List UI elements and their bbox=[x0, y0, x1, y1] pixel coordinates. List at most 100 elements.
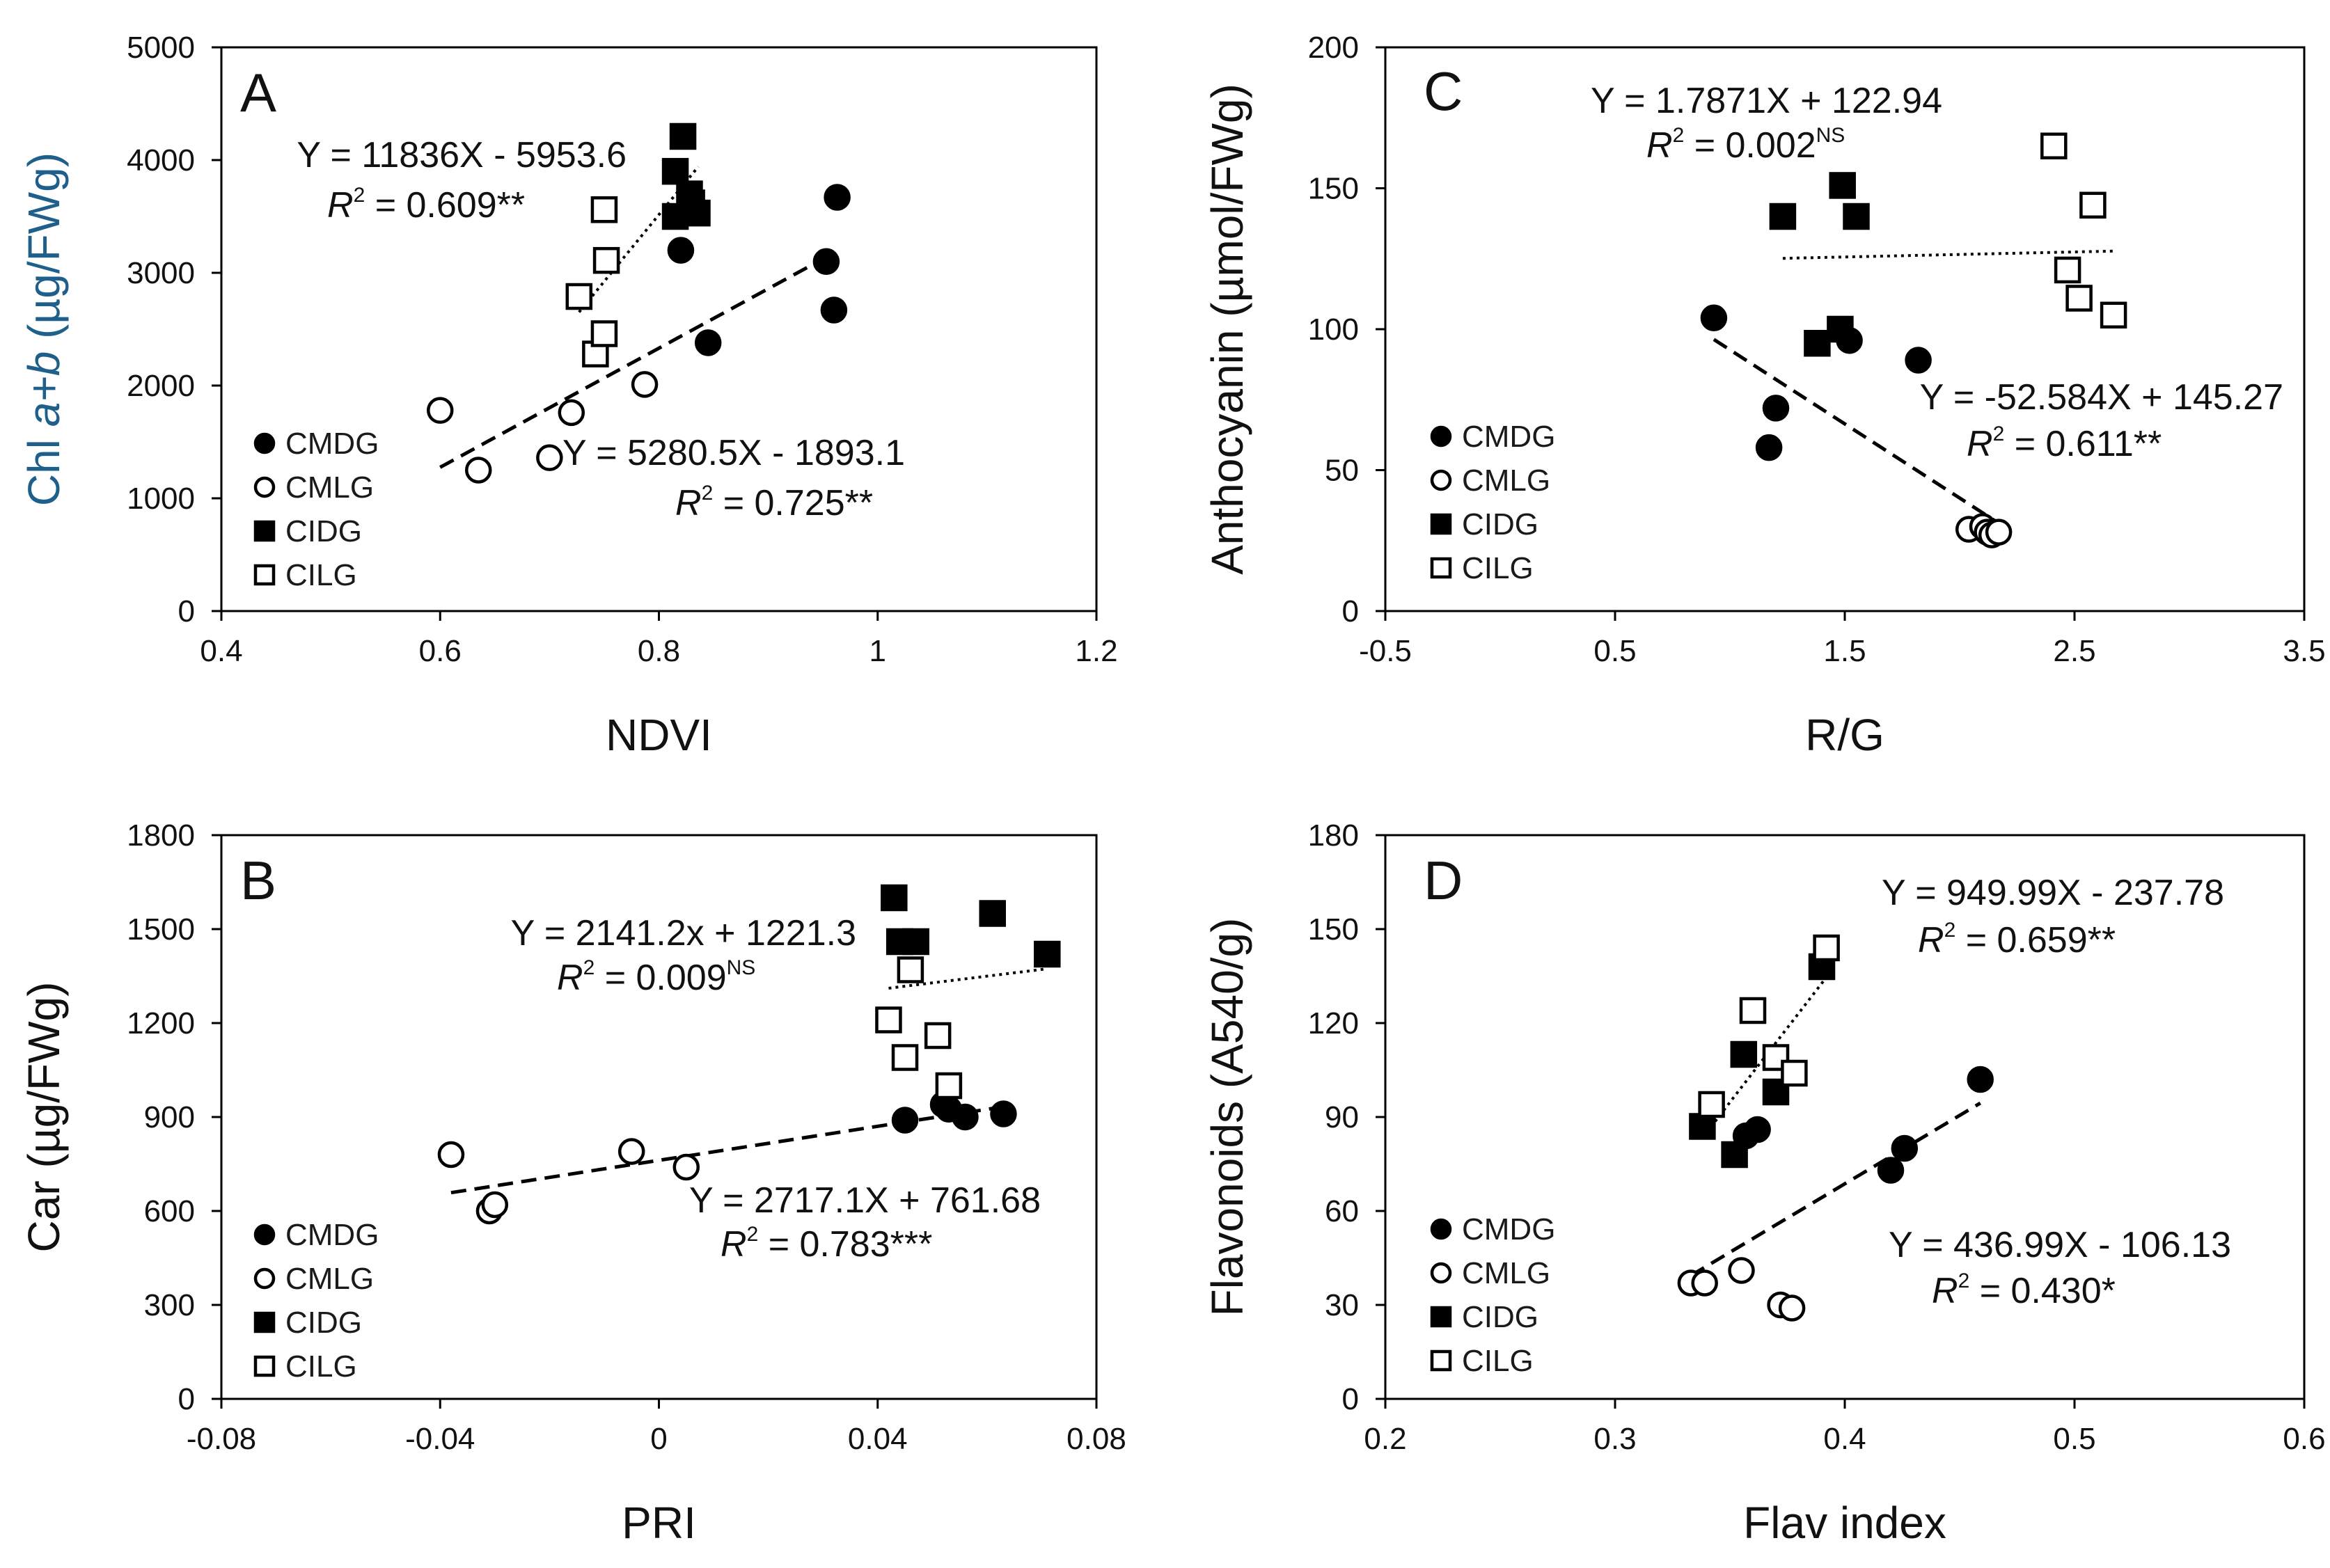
panel-b-point-cilg bbox=[891, 1044, 919, 1071]
panel-b-x-axis-title: PRI bbox=[622, 1498, 696, 1548]
panel-d-legend-label-cilg: CILG bbox=[1462, 1344, 1534, 1378]
panel-b-x-tick-label: -0.04 bbox=[405, 1422, 475, 1456]
panel-d-fit-equation-dotted: Y = 949.99X - 237.78 bbox=[1882, 873, 2224, 913]
panel-c-point-cidg bbox=[1829, 172, 1856, 199]
panel-b-series-cmlg bbox=[437, 1138, 700, 1225]
panel-c: -0.5 0.5 1.5 2.5 3.5 0 50 100 150 200 R/G Anthocyan… bbox=[1202, 31, 2326, 760]
panel-c-y-tick-label: 0 bbox=[1342, 594, 1359, 628]
r2-exponent: 2 bbox=[354, 184, 365, 207]
panel-c-y-tick-label: 200 bbox=[1308, 31, 1359, 65]
panel-d-legend-label-cmlg: CMLG bbox=[1462, 1256, 1550, 1290]
r2-symbol: R bbox=[327, 185, 354, 225]
panel-a-legend-marker-cidg bbox=[253, 520, 276, 542]
panel-b-point-cmdg bbox=[990, 1100, 1017, 1127]
panel-a-y-tick-label: 0 bbox=[178, 594, 195, 628]
panel-a-y-tick-label: 2000 bbox=[127, 369, 195, 403]
panel-b-point-cilg bbox=[924, 1022, 952, 1050]
panel-c-point-cilg bbox=[2040, 132, 2068, 159]
r2-value: = 0.611** bbox=[2004, 424, 2162, 464]
r2-exponent: 2 bbox=[1993, 422, 2005, 445]
panel-a-point-cmdg bbox=[667, 237, 695, 264]
r2-exponent: 2 bbox=[583, 956, 595, 979]
panel-c-point-cidg bbox=[1769, 203, 1797, 230]
panel-a-point-cmlg bbox=[427, 397, 454, 424]
panel-b-y-tick-label: 0 bbox=[178, 1382, 195, 1416]
panel-a-point-cmlg bbox=[631, 371, 659, 398]
panel-a-y-tick-label: 5000 bbox=[127, 31, 195, 65]
r2-value: = 0.430* bbox=[1969, 1271, 2116, 1311]
panel-b-x-tick-label: -0.08 bbox=[187, 1422, 256, 1456]
panel-c-legend-marker-cmlg bbox=[1430, 469, 1452, 491]
panel-b-point-cidg bbox=[979, 900, 1006, 927]
panel-d: 0.2 0.3 0.4 0.5 0.6 0 30 60 90 120 150 180 Flav inde… bbox=[1202, 818, 2326, 1548]
panel-b-y-tick-label: 600 bbox=[144, 1194, 195, 1228]
panel-a-point-cidg bbox=[684, 199, 711, 227]
panel-d-point-cmdg bbox=[1877, 1157, 1905, 1184]
panel-a-point-cmdg bbox=[694, 329, 722, 356]
r2-symbol: R bbox=[1967, 424, 1993, 464]
panel-b-legend-marker-cidg bbox=[253, 1311, 276, 1333]
panel-a-series-cilg bbox=[565, 196, 620, 367]
panel-b-legend-label-cilg: CILG bbox=[285, 1349, 357, 1384]
panel-a: 0.4 0.6 0.8 1 1.2 0 1000 2000 3000 4000 5000 NDVI Ch… bbox=[19, 31, 1118, 760]
panel-b-y-tick-label: 1800 bbox=[127, 818, 195, 853]
panel-a-point-cidg bbox=[661, 157, 689, 185]
panel-b-legend-label-cmlg: CMLG bbox=[285, 1262, 374, 1296]
panel-d-fit-equation-dashed: Y = 436.99X - 106.13 bbox=[1889, 1225, 2231, 1265]
panel-a-fit-line-dashed bbox=[439, 254, 830, 469]
panel-b-series-cidg bbox=[881, 884, 1061, 968]
panel-b-point-cmlg bbox=[481, 1191, 509, 1219]
panel-d-point-cmlg bbox=[1691, 1269, 1718, 1297]
panel-d-x-tick-label: 0.6 bbox=[2283, 1422, 2325, 1456]
panel-c-series-cmdg bbox=[1700, 304, 1932, 461]
panel-d-fit-r2-dotted: R2 = 0.659** bbox=[1918, 919, 2116, 960]
r2-value: = 0.725** bbox=[713, 483, 873, 523]
panel-b-point-cmlg bbox=[672, 1153, 700, 1181]
panel-a-fit-r2-dashed: R2 = 0.725** bbox=[675, 482, 873, 523]
panel-b-y-tick-label: 1200 bbox=[127, 1006, 195, 1040]
panel-d-y-tick-label: 60 bbox=[1325, 1194, 1359, 1228]
panel-c-point-cidg bbox=[1804, 330, 1831, 357]
panel-b-legend: CMDG CMLG CIDG CILG bbox=[253, 1218, 379, 1384]
panel-a-legend-marker-cmdg bbox=[253, 432, 276, 454]
panel-c-point-cmlg bbox=[1985, 518, 2013, 546]
r2-symbol: R bbox=[721, 1224, 747, 1265]
r2-exponent: 2 bbox=[702, 482, 714, 505]
panel-d-point-cilg bbox=[1698, 1091, 1725, 1118]
panel-b-y-tick-label: 300 bbox=[144, 1288, 195, 1322]
r2-value: = 0.659** bbox=[1955, 920, 2116, 960]
panel-b-legend-marker-cmlg bbox=[253, 1267, 276, 1290]
panel-c-legend-marker-cilg bbox=[1430, 557, 1452, 579]
r2-symbol: R bbox=[675, 483, 702, 523]
panel-d-legend-label-cidg: CIDG bbox=[1462, 1300, 1538, 1334]
panel-b-fit-equation-dashed: Y = 2717.1X + 761.68 bbox=[689, 1180, 1041, 1221]
r2-significance: NS bbox=[1816, 124, 1845, 147]
panel-a-x-tick-label: 1 bbox=[869, 634, 886, 668]
panel-c-fit-r2-dashed: R2 = 0.611** bbox=[1967, 422, 2162, 464]
panel-c-series-cidg bbox=[1769, 172, 1870, 357]
r2-symbol: R bbox=[1932, 1271, 1958, 1311]
panel-b-point-cmlg bbox=[437, 1141, 465, 1169]
panel-d-fit-line-dotted bbox=[1701, 976, 1828, 1139]
panel-c-x-tick-label: -0.5 bbox=[1359, 634, 1412, 668]
panel-a-series-cmlg bbox=[427, 371, 659, 484]
panel-c-y-axis-title: Anthocyanin (µmol/FWg) bbox=[1202, 84, 1252, 575]
panel-c-legend-label-cidg: CIDG bbox=[1462, 507, 1538, 541]
panel-a-legend-marker-cilg bbox=[253, 564, 276, 586]
panel-a-letter: A bbox=[240, 62, 276, 123]
panel-d-series-cilg bbox=[1698, 934, 1840, 1118]
panel-c-x-axis-title: R/G bbox=[1805, 710, 1884, 760]
panel-b-point-cilg bbox=[935, 1072, 963, 1100]
panel-b-x-tick-label: 0.04 bbox=[848, 1422, 908, 1456]
panel-d-x-tick-label: 0.4 bbox=[1823, 1422, 1866, 1456]
panel-b-point-cilg bbox=[875, 1006, 902, 1034]
panel-b-fit-line-dotted bbox=[888, 967, 1048, 990]
panel-c-legend-label-cmdg: CMDG bbox=[1462, 420, 1555, 454]
panel-c-point-cmdg bbox=[1755, 434, 1783, 461]
panel-b: -0.08 -0.04 0 0.04 0.08 0 300 600 900 1200 1500 180… bbox=[19, 818, 1126, 1548]
panel-a-legend-label-cmdg: CMDG bbox=[285, 427, 379, 461]
panel-b-y-tick-label: 1500 bbox=[127, 912, 195, 947]
panel-c-legend-label-cmlg: CMLG bbox=[1462, 464, 1550, 498]
panel-c-point-cidg bbox=[1827, 315, 1854, 343]
